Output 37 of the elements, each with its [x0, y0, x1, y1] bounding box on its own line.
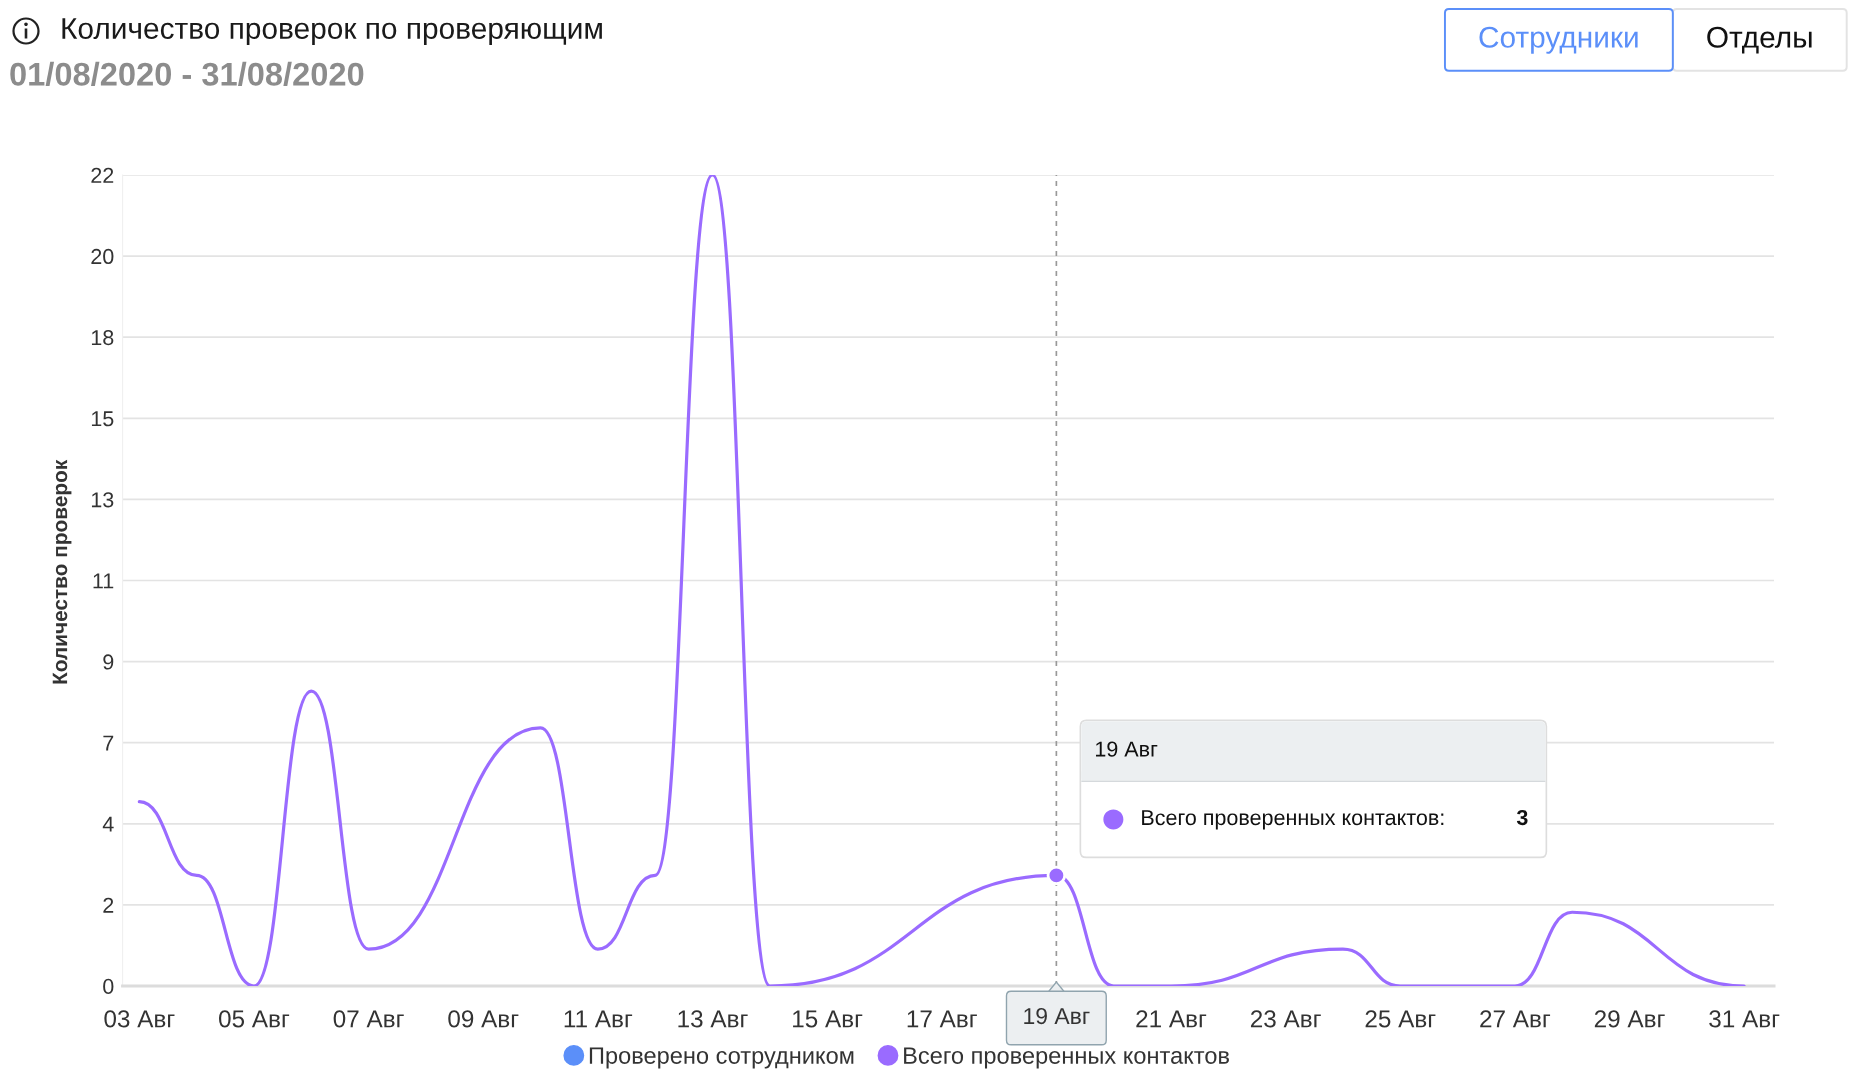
- annotation: Всего проверенных контактов:: [1142, 810, 1444, 830]
- legend-label: Проверено сотрудником: [589, 1047, 854, 1069]
- text: Отделы: [1707, 26, 1812, 54]
- x-tick-label: 17 Авг: [907, 1010, 977, 1028]
- x-tick-label: 11 Авг: [564, 1010, 633, 1028]
- x-tick-label: 03 Авг: [104, 1010, 175, 1028]
- chart-subtitle: 01/08/2020 - 31/08/2020: [10, 61, 364, 87]
- x-tick-label: 21 Авг: [1136, 1010, 1207, 1028]
- x-tick-label: 31 Авг: [1709, 1010, 1780, 1028]
- text: Сотрудники: [1479, 26, 1638, 54]
- annotation: 19 Авг: [1096, 741, 1158, 757]
- y-tick-label: 9: [103, 654, 114, 670]
- x-tick-label: 13 Авг: [678, 1010, 748, 1028]
- y-tick-label: 13: [91, 492, 114, 508]
- legend-label: Всего проверенных контактов: [904, 1047, 1229, 1069]
- annotation: 3: [1516, 809, 1528, 826]
- x-tick-label: 23 Авг: [1250, 1010, 1321, 1028]
- y-tick-label: 2: [103, 897, 114, 913]
- x-tick-label: 29 Авг: [1594, 1010, 1665, 1028]
- chart-title: Количество проверок по проверяющим: [62, 18, 602, 45]
- x-tick-label: 05 Авг: [219, 1010, 290, 1028]
- x-tick-label: 07 Авг: [333, 1010, 404, 1028]
- ref-line-label: 19 Авг: [1024, 1007, 1090, 1025]
- y-tick-label: 22: [91, 167, 114, 183]
- y-tick-label: 20: [91, 248, 114, 265]
- y-tick-label: 15: [91, 411, 114, 427]
- y-tick-label: 18: [91, 329, 114, 346]
- y-tick-label: 4: [102, 816, 114, 832]
- x-tick-label: 09 Авг: [448, 1010, 519, 1028]
- y-tick-label: 11: [93, 573, 114, 589]
- x-tick-label: 15 Авг: [793, 1010, 863, 1028]
- x-tick-label: 27 Авг: [1480, 1010, 1551, 1028]
- y-tick-label: 7: [103, 735, 114, 751]
- line-series: [137, 175, 1746, 986]
- y-tick-label: 0: [103, 978, 114, 995]
- y-axis-title: Количество проверок: [52, 459, 72, 684]
- x-tick-label: 25 Авг: [1365, 1010, 1436, 1028]
